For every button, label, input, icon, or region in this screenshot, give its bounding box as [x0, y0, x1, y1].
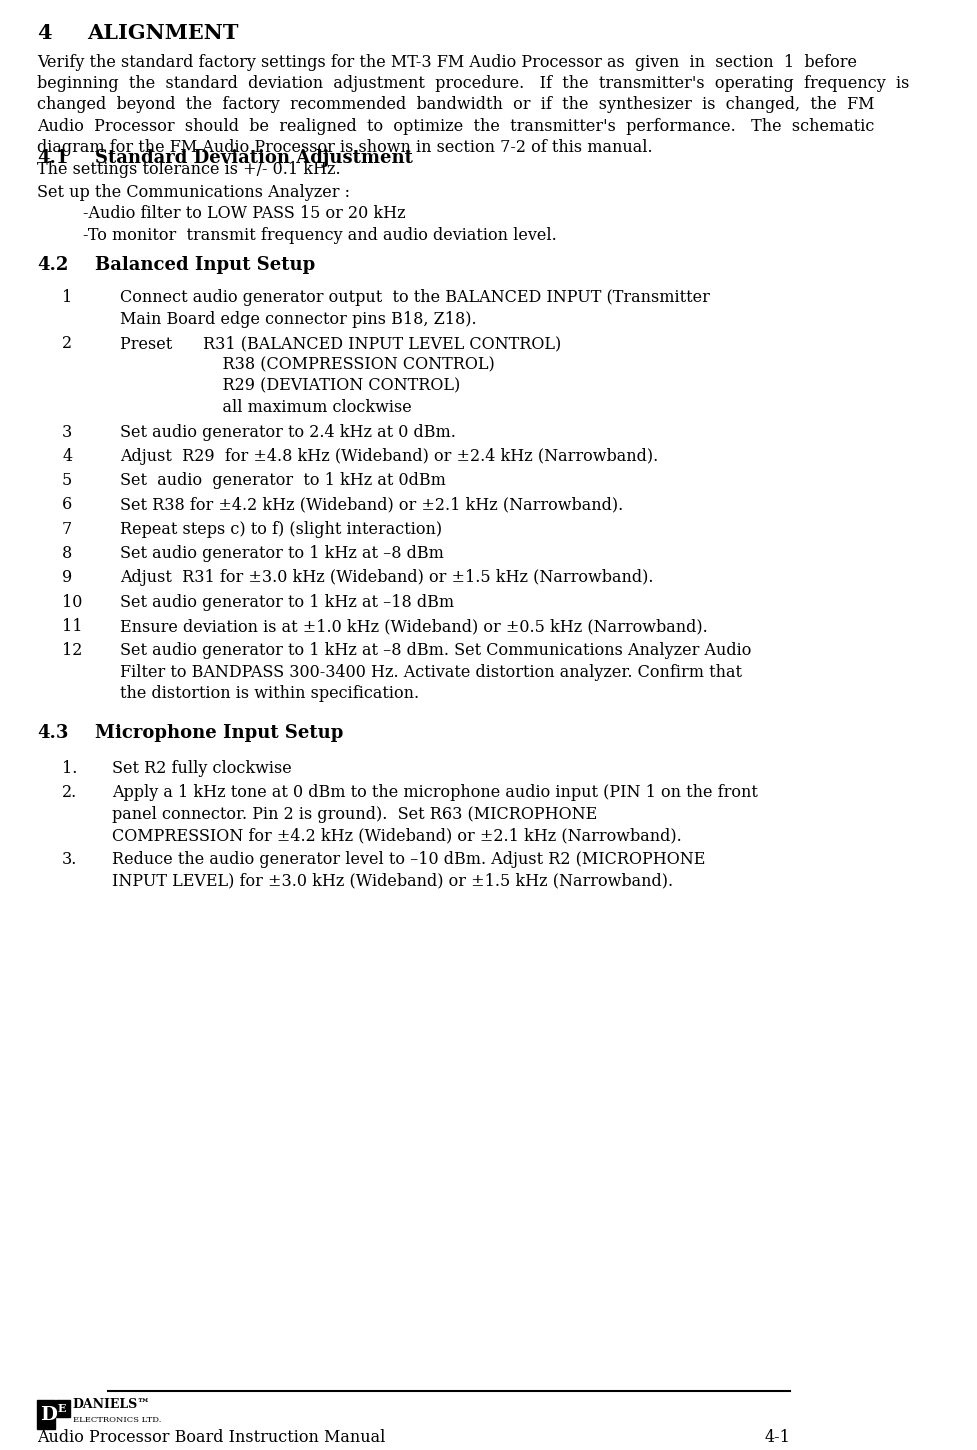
Text: Audio  Processor  should  be  realigned  to  optimize  the  transmitter's  perfo: Audio Processor should be realigned to o… [37, 117, 874, 135]
Text: Microphone Input Setup: Microphone Input Setup [95, 724, 344, 742]
Text: E: E [58, 1404, 66, 1414]
Text: Set audio generator to 2.4 kHz at 0 dBm.: Set audio generator to 2.4 kHz at 0 dBm. [120, 423, 456, 441]
Text: 7: 7 [63, 521, 72, 538]
Text: 2: 2 [63, 335, 72, 352]
Text: R29 (DEVIATION CONTROL): R29 (DEVIATION CONTROL) [120, 378, 460, 394]
Text: the distortion is within specification.: the distortion is within specification. [120, 684, 419, 702]
FancyBboxPatch shape [57, 1401, 69, 1418]
Text: Ensure deviation is at ±1.0 kHz (Wideband) or ±0.5 kHz (Narrowband).: Ensure deviation is at ±1.0 kHz (Wideban… [120, 618, 707, 635]
Text: Set audio generator to 1 kHz at –18 dBm: Set audio generator to 1 kHz at –18 dBm [120, 593, 454, 610]
Text: 4: 4 [37, 23, 52, 44]
Text: -To monitor  transmit frequency and audio deviation level.: -To monitor transmit frequency and audio… [83, 226, 557, 244]
Text: Set R2 fully clockwise: Set R2 fully clockwise [111, 760, 291, 777]
Text: Apply a 1 kHz tone at 0 dBm to the microphone audio input (PIN 1 on the front: Apply a 1 kHz tone at 0 dBm to the micro… [111, 784, 757, 802]
Text: 4-1: 4-1 [765, 1430, 790, 1446]
Text: 10: 10 [63, 593, 82, 610]
Text: The settings tolerance is +/- 0.1 kHz.: The settings tolerance is +/- 0.1 kHz. [37, 161, 341, 177]
Text: 3.: 3. [63, 851, 77, 869]
Text: Filter to BANDPASS 300-3400 Hz. Activate distortion analyzer. Confirm that: Filter to BANDPASS 300-3400 Hz. Activate… [120, 664, 742, 680]
Text: INPUT LEVEL) for ±3.0 kHz (Wideband) or ±1.5 kHz (Narrowband).: INPUT LEVEL) for ±3.0 kHz (Wideband) or … [111, 873, 673, 890]
Text: 4.2: 4.2 [37, 257, 68, 274]
Text: 1.: 1. [63, 760, 77, 777]
Text: Adjust  R29  for ±4.8 kHz (Wideband) or ±2.4 kHz (Narrowband).: Adjust R29 for ±4.8 kHz (Wideband) or ±2… [120, 448, 658, 465]
Text: 4: 4 [63, 448, 72, 465]
Text: ALIGNMENT: ALIGNMENT [87, 23, 238, 44]
Text: 5: 5 [63, 473, 72, 489]
Text: 12: 12 [63, 642, 82, 660]
Text: Set up the Communications Analyzer :: Set up the Communications Analyzer : [37, 184, 350, 200]
Text: panel connector. Pin 2 is ground).  Set R63 (MICROPHONE: panel connector. Pin 2 is ground). Set R… [111, 806, 597, 822]
Text: Reduce the audio generator level to –10 dBm. Adjust R2 (MICROPHONE: Reduce the audio generator level to –10 … [111, 851, 705, 869]
Text: Audio Processor Board Instruction Manual: Audio Processor Board Instruction Manual [37, 1430, 386, 1446]
Text: 11: 11 [63, 618, 83, 635]
Text: R38 (COMPRESSION CONTROL): R38 (COMPRESSION CONTROL) [120, 357, 494, 374]
Text: Verify the standard factory settings for the MT-3 FM Audio Processor as  given  : Verify the standard factory settings for… [37, 54, 857, 71]
Text: Set audio generator to 1 kHz at –8 dBm. Set Communications Analyzer Audio: Set audio generator to 1 kHz at –8 dBm. … [120, 642, 751, 660]
FancyBboxPatch shape [37, 1401, 56, 1430]
Text: COMPRESSION for ±4.2 kHz (Wideband) or ±2.1 kHz (Narrowband).: COMPRESSION for ±4.2 kHz (Wideband) or ±… [111, 826, 682, 844]
Text: Standard Deviation Adjustment: Standard Deviation Adjustment [95, 149, 413, 167]
Text: 1: 1 [63, 290, 72, 306]
Text: 8: 8 [63, 545, 72, 563]
Text: Main Board edge connector pins B18, Z18).: Main Board edge connector pins B18, Z18)… [120, 310, 477, 328]
Text: Preset      R31 (BALANCED INPUT LEVEL CONTROL): Preset R31 (BALANCED INPUT LEVEL CONTROL… [120, 335, 561, 352]
Text: Connect audio generator output  to the BALANCED INPUT (Transmitter: Connect audio generator output to the BA… [120, 290, 710, 306]
Text: -Audio filter to LOW PASS 15 or 20 kHz: -Audio filter to LOW PASS 15 or 20 kHz [83, 204, 405, 222]
Text: diagram for the FM Audio Processor is shown in section 7-2 of this manual.: diagram for the FM Audio Processor is sh… [37, 139, 653, 157]
Text: beginning  the  standard  deviation  adjustment  procedure.   If  the  transmitt: beginning the standard deviation adjustm… [37, 75, 910, 91]
Text: 3: 3 [63, 423, 72, 441]
Text: D: D [40, 1405, 57, 1424]
Text: Set  audio  generator  to 1 kHz at 0dBm: Set audio generator to 1 kHz at 0dBm [120, 473, 446, 489]
Text: ELECTRONICS LTD.: ELECTRONICS LTD. [73, 1417, 161, 1424]
Text: 6: 6 [63, 496, 72, 513]
Text: 2.: 2. [63, 784, 77, 802]
Text: Adjust  R31 for ±3.0 kHz (Wideband) or ±1.5 kHz (Narrowband).: Adjust R31 for ±3.0 kHz (Wideband) or ±1… [120, 570, 654, 586]
Text: all maximum clockwise: all maximum clockwise [120, 399, 411, 416]
Text: 4.1: 4.1 [37, 149, 68, 167]
Text: 9: 9 [63, 570, 72, 586]
Text: Set R38 for ±4.2 kHz (Wideband) or ±2.1 kHz (Narrowband).: Set R38 for ±4.2 kHz (Wideband) or ±2.1 … [120, 496, 623, 513]
Text: Balanced Input Setup: Balanced Input Setup [95, 257, 316, 274]
Text: DANIELS™: DANIELS™ [73, 1398, 150, 1411]
Text: changed  beyond  the  factory  recommended  bandwidth  or  if  the  synthesizer : changed beyond the factory recommended b… [37, 96, 874, 113]
Text: 4.3: 4.3 [37, 724, 68, 742]
Text: Set audio generator to 1 kHz at –8 dBm: Set audio generator to 1 kHz at –8 dBm [120, 545, 444, 563]
Text: Repeat steps c) to f) (slight interaction): Repeat steps c) to f) (slight interactio… [120, 521, 443, 538]
